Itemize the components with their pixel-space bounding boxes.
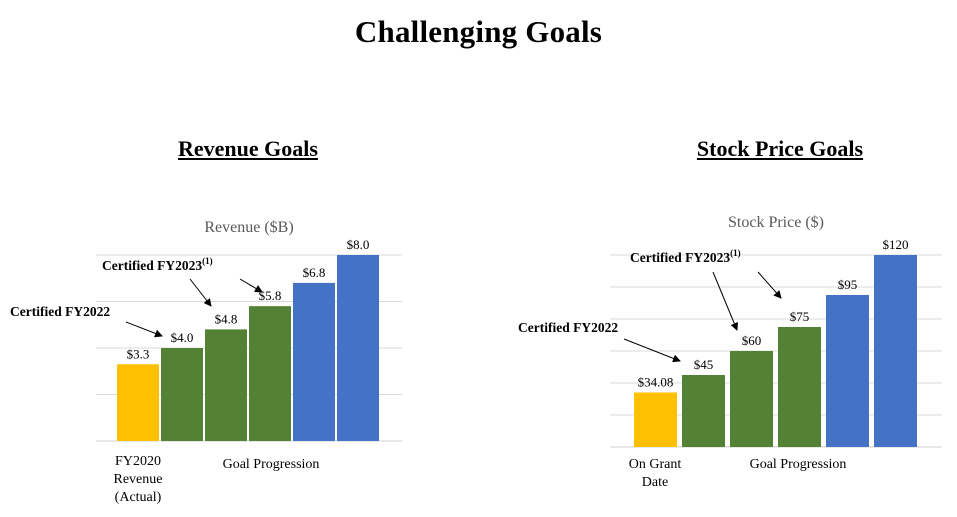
stock-bar-value-label: $34.08 xyxy=(638,374,674,389)
revenue-bar xyxy=(293,282,335,441)
revenue-bar-value-label: $8.0 xyxy=(347,237,370,252)
revenue-annotation: Certified FY2022 xyxy=(10,304,110,319)
stock-price-goals-heading: Stock Price Goals xyxy=(696,136,864,161)
revenue-chart: Revenue ($B) $3.3 $4.0 $4.8 $5.8 $6.8 $8.0 FY20… xyxy=(10,219,402,505)
stock-annotation: Certified FY2022 xyxy=(518,320,618,335)
revenue-bar-value-label: $3.3 xyxy=(127,346,150,361)
stock-annotation-arrow xyxy=(757,271,782,299)
revenue-bar-value-label: $5.8 xyxy=(259,288,282,303)
stock-bar xyxy=(634,392,677,447)
stock-bar xyxy=(874,255,917,447)
stock-bar xyxy=(778,327,821,447)
revenue-bar xyxy=(337,255,379,441)
stock-chart-title: Stock Price ($) xyxy=(728,214,824,231)
page-title: Challenging Goals xyxy=(354,14,603,49)
revenue-category-label: Goal Progression xyxy=(223,457,320,472)
revenue-bar xyxy=(161,348,203,441)
stock-category-label: Goal Progression xyxy=(750,457,847,472)
stock-bar-value-label: $45 xyxy=(694,357,714,372)
revenue-bar-value-label: $6.8 xyxy=(303,265,326,280)
stock-bar-value-label: $60 xyxy=(742,333,762,348)
stock-bar-value-label: $75 xyxy=(790,309,810,324)
stock-bar xyxy=(682,375,725,447)
revenue-bar-value-label: $4.0 xyxy=(171,330,194,345)
revenue-annotation-arrow xyxy=(239,278,263,293)
revenue-bar xyxy=(117,364,159,441)
revenue-category-label: FY2020 Revenue (Actual) xyxy=(114,454,163,505)
revenue-goals-heading: Revenue Goals xyxy=(178,136,318,161)
stock-annotation-arrow xyxy=(623,338,681,363)
stock-bar-value-label: $120 xyxy=(883,237,909,252)
stock-bar xyxy=(730,351,773,447)
revenue-bar xyxy=(205,329,247,441)
revenue-annotation: Certified FY2023(1) xyxy=(102,256,213,273)
revenue-annotation-arrow xyxy=(125,321,163,338)
revenue-bar-value-label: $4.8 xyxy=(215,311,238,326)
stock-bar-value-label: $95 xyxy=(838,277,858,292)
revenue-annotation-arrow xyxy=(189,278,212,307)
stock-bar xyxy=(826,295,869,447)
stock-chart: Stock Price ($) $34.08 $45 $60 $75 $95 $120 On … xyxy=(518,214,942,490)
stock-category-label: On Grant Date xyxy=(629,457,682,490)
stock-annotation-arrow xyxy=(712,271,739,331)
stock-annotation: Certified FY2023(1) xyxy=(630,248,741,265)
revenue-bar xyxy=(249,306,291,441)
revenue-chart-title: Revenue ($B) xyxy=(204,219,293,236)
